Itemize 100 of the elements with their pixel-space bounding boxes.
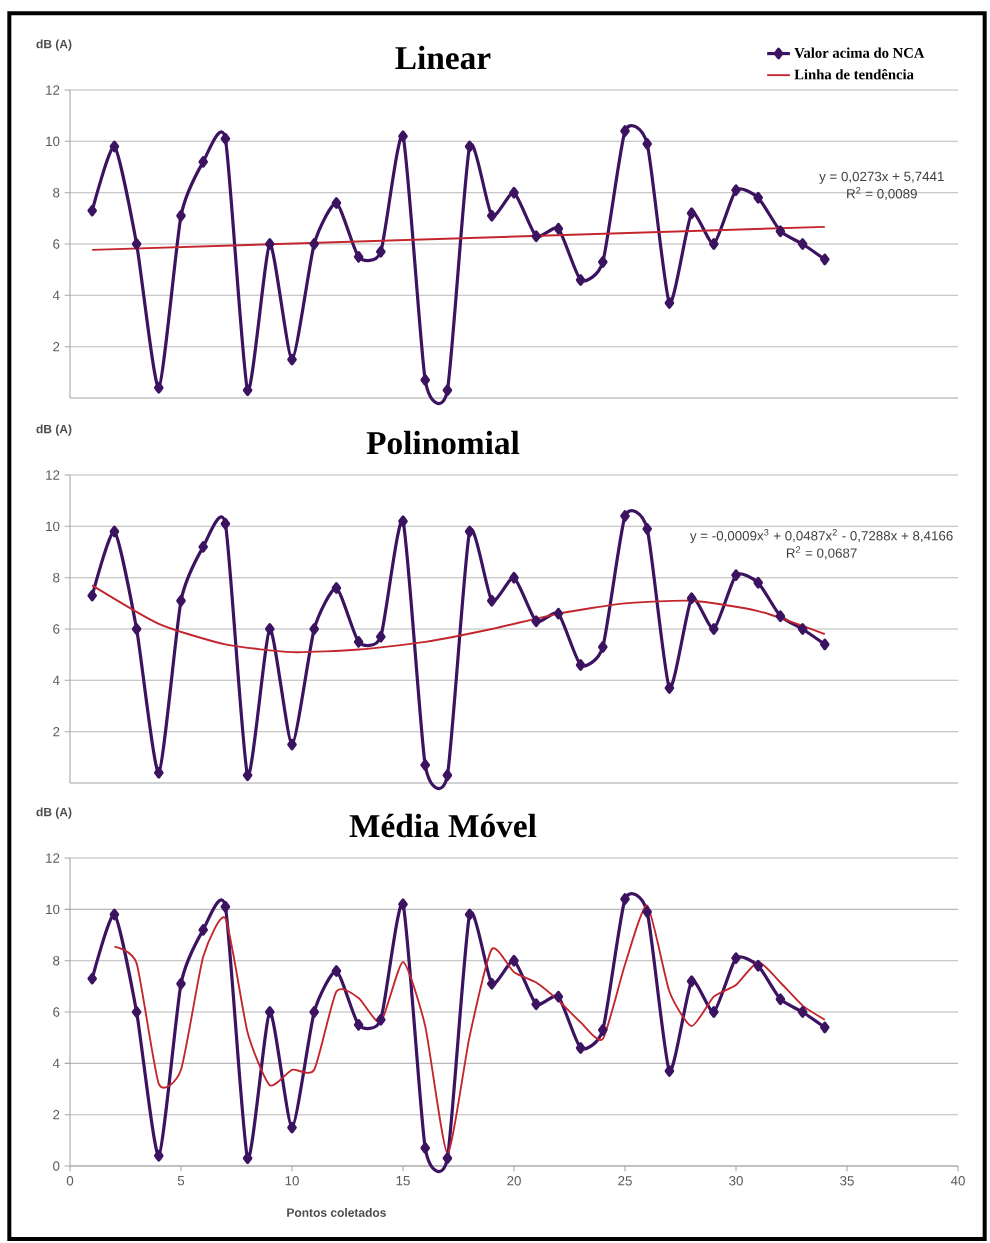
y-tick-label: 12 [46, 853, 60, 863]
legend-label: Linha de tendência [794, 69, 914, 80]
point [154, 766, 164, 779]
y-tick-label: 12 [46, 85, 60, 95]
y-tick-label: 6 [53, 624, 60, 634]
point [353, 250, 364, 263]
point [198, 924, 208, 936]
point [620, 893, 630, 905]
point [553, 990, 564, 1003]
x-tick-label: 15 [396, 1176, 410, 1186]
point [331, 197, 342, 209]
chart-title: Polinomial [366, 430, 520, 455]
point [154, 381, 164, 394]
point [398, 515, 408, 528]
point [331, 965, 342, 977]
point [287, 1121, 297, 1134]
point [775, 225, 786, 238]
point [797, 238, 808, 250]
point [353, 635, 364, 648]
point [87, 972, 97, 985]
point [154, 1149, 164, 1162]
point [109, 140, 120, 153]
y-tick-label: 10 [46, 904, 60, 915]
point [664, 297, 675, 309]
y-tick-label: 8 [53, 572, 60, 583]
point [176, 977, 186, 990]
point [353, 1018, 364, 1031]
point [309, 623, 319, 635]
point [464, 908, 475, 921]
point [242, 769, 253, 782]
point [686, 975, 697, 988]
point [265, 623, 275, 635]
point [620, 510, 630, 522]
chart-title: Média Móvel [349, 813, 537, 838]
point [686, 592, 697, 605]
point [265, 238, 275, 250]
x-tick-label: 35 [840, 1176, 854, 1186]
point [176, 594, 186, 607]
point [709, 623, 719, 635]
point [376, 630, 386, 643]
point [420, 1142, 430, 1154]
point [598, 641, 608, 653]
annotation: y = 0,0273x + 5,7441 [819, 171, 944, 184]
point [220, 900, 231, 913]
point [531, 615, 541, 628]
annotation: R$^{2}$ = 0,0089 [847, 187, 917, 201]
x-tick-label: 5 [177, 1176, 185, 1186]
point [753, 191, 763, 204]
point [198, 156, 208, 168]
point [442, 769, 453, 782]
x-tick-label: 30 [729, 1176, 743, 1186]
point [442, 384, 453, 397]
point [420, 759, 430, 771]
x-tick-label: 25 [618, 1176, 632, 1186]
point [642, 523, 652, 535]
x-tick-label: 40 [950, 1176, 965, 1186]
point [420, 374, 430, 386]
annotation: y = -0,0009x$^{3}$ + 0,0487x$^{2}$ - 0,7288x + 8,4166 [689, 529, 953, 544]
y-tick-label: 2 [53, 727, 60, 737]
point [820, 253, 830, 266]
annotation: R$^{2}$ = 0,0687 [786, 546, 857, 560]
point [731, 569, 741, 581]
point [598, 1024, 608, 1036]
point [553, 607, 564, 620]
point [753, 959, 763, 972]
point [87, 204, 97, 217]
point [331, 582, 342, 594]
point [242, 1152, 253, 1165]
point [442, 1152, 453, 1165]
point [598, 256, 608, 268]
point [731, 952, 741, 964]
point [287, 738, 297, 751]
point [820, 638, 830, 651]
y-tick-label: 10 [46, 136, 60, 147]
line-series [91, 584, 826, 654]
y-axis-title: dB (A) [36, 807, 72, 819]
y-tick-label: 0 [53, 1161, 60, 1171]
x-axis-title: Pontos coletados [287, 1208, 386, 1217]
point [109, 525, 120, 538]
point [709, 1006, 719, 1018]
y-tick-label: 2 [53, 1110, 60, 1120]
y-tick-label: 8 [53, 187, 60, 198]
y-tick-label: 4 [52, 1058, 60, 1068]
point [398, 898, 408, 911]
x-tick-label: 0 [66, 1176, 74, 1186]
point [220, 132, 231, 145]
point [131, 1006, 142, 1018]
point [775, 993, 786, 1006]
y-tick-label: 10 [46, 521, 60, 532]
point [509, 571, 519, 584]
point [398, 130, 408, 143]
point [686, 207, 697, 220]
point [620, 125, 630, 137]
point [797, 1006, 808, 1018]
y-tick-label: 2 [53, 342, 60, 352]
chart-title: Linear [395, 45, 491, 70]
point [220, 517, 231, 530]
point [575, 274, 586, 286]
point [487, 594, 497, 607]
point [242, 384, 253, 397]
